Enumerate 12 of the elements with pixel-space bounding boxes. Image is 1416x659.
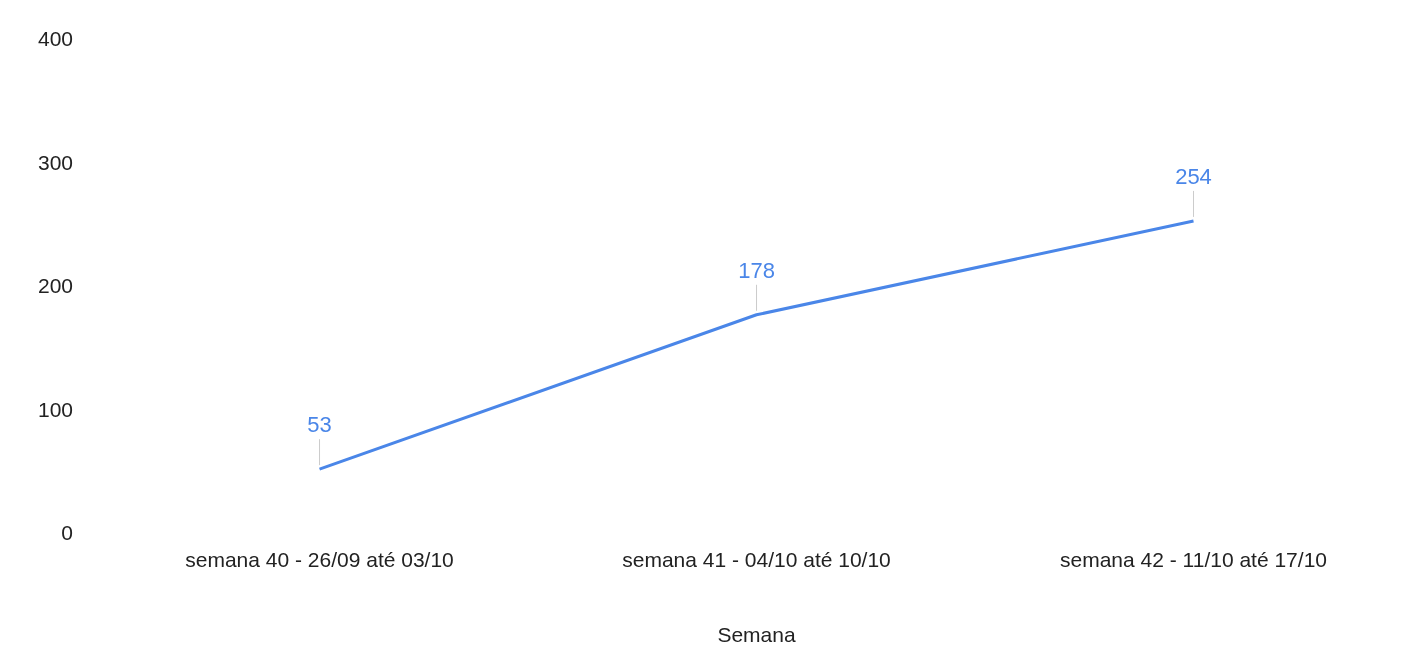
x-tick-label: semana 42 - 11/10 até 17/10: [1060, 548, 1327, 571]
x-tick-label: semana 41 - 04/10 até 10/10: [622, 548, 891, 571]
data-label: 53: [307, 412, 332, 438]
x-axis-title: Semana: [717, 623, 796, 647]
x-tick-label: semana 40 - 26/09 até 03/10: [185, 548, 454, 571]
data-label: 178: [738, 257, 775, 283]
data-label: 254: [1175, 163, 1212, 189]
y-tick-label: 0: [61, 521, 74, 545]
y-tick-label: 300: [37, 150, 74, 174]
y-tick-label: 400: [37, 27, 74, 51]
y-tick-label: 100: [37, 397, 74, 421]
y-tick-label: 200: [37, 274, 74, 298]
